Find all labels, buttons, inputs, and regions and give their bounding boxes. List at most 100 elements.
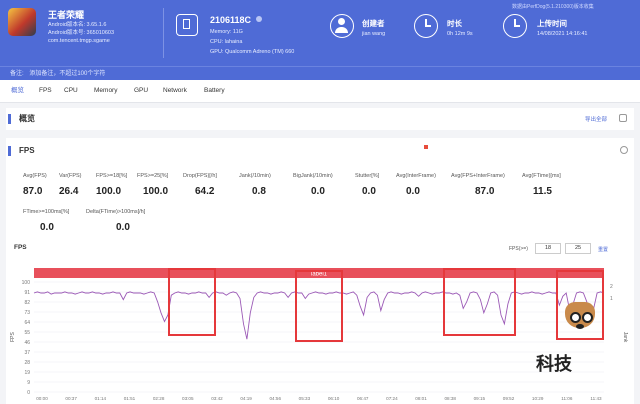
- x-tick-label: 00:37: [65, 396, 77, 401]
- metric-value: 0.8: [252, 186, 266, 197]
- threshold-input-1[interactable]: 18: [535, 243, 561, 254]
- metric-label: Avg(FPS): [23, 173, 47, 179]
- x-tick-label: 02:28: [153, 396, 165, 401]
- metric-label: Avg(FPS+InterFrame): [451, 173, 505, 179]
- metric-label: FPS>=25[%]: [137, 173, 169, 179]
- metric-value: 100.0: [96, 186, 122, 197]
- metric-value: 64.2: [195, 186, 215, 197]
- y-tick-label: 9: [27, 380, 30, 386]
- metric-value: 0.0: [406, 186, 420, 197]
- x-tick-label: 04:56: [270, 396, 282, 401]
- y-tick-label: 91: [24, 290, 30, 296]
- upload-value: 14/08/2021 14:16:41: [537, 31, 588, 37]
- threshold-input-2[interactable]: 25: [565, 243, 591, 254]
- watermark-logo: [559, 298, 601, 340]
- creator-label: 创建者: [362, 19, 385, 28]
- highlight-box: [443, 268, 516, 336]
- y-tick-label: 73: [24, 310, 30, 316]
- tab-battery[interactable]: Battery: [204, 87, 225, 94]
- fps-panel: FPS Avg(FPS) 87.0 Var(FPS) 26.4 FPS>=18[…: [6, 138, 634, 404]
- upload-time-icon: [503, 14, 527, 38]
- x-tick-label: 11:06: [561, 396, 573, 401]
- android-version: Android版本名: 3.65.1.6: [48, 22, 107, 28]
- metric-value: 0.0: [40, 222, 54, 233]
- y2-tick-label: 1: [610, 296, 613, 302]
- fps-title: FPS: [8, 146, 35, 156]
- metric-label: Drop(FPS)[/h]: [183, 173, 217, 179]
- metric-value: 11.5: [533, 186, 552, 197]
- x-tick-label: 05:33: [299, 396, 311, 401]
- metric-value: 0.0: [362, 186, 376, 197]
- metric-value: 0.0: [311, 186, 325, 197]
- highlight-box: [556, 270, 604, 340]
- metric-label: BigJank(/10min): [293, 173, 333, 179]
- x-tick-label: 03:42: [211, 396, 223, 401]
- x-tick-label: 08:38: [444, 396, 456, 401]
- device-id: 2106118C: [210, 15, 252, 25]
- header-bar: 王者荣耀 Android版本名: 3.65.1.6 Android版本号: 36…: [0, 0, 640, 66]
- y-tick-label: 28: [24, 360, 30, 366]
- x-tick-label: 07:24: [386, 396, 398, 401]
- y2-tick-label: 2: [610, 284, 613, 290]
- y-tick-label: 19: [24, 370, 30, 376]
- upload-label: 上传时间: [537, 19, 567, 28]
- metric-value: 0.0: [116, 222, 130, 233]
- y-tick-label: 0: [27, 390, 30, 396]
- metric-value: 87.0: [23, 186, 43, 197]
- export-icon[interactable]: [619, 114, 627, 122]
- tab-network[interactable]: Network: [163, 87, 187, 94]
- remark-label: 备注:: [10, 71, 24, 77]
- metric-label: Avg(FTime)[ms]: [522, 173, 561, 179]
- device-cpu: CPU: lahaina: [210, 39, 243, 45]
- device-divider: [163, 8, 164, 58]
- app-icon: [8, 8, 36, 36]
- fps-series-line: [33, 291, 605, 340]
- y-tick-label: 64: [24, 320, 30, 326]
- creator-value: jian wang: [362, 31, 386, 37]
- remark-input[interactable]: 添加备注，不超过100个字符: [29, 71, 106, 77]
- duration-value: 0h 12m 9s: [447, 31, 473, 37]
- metric-label: FTime>=100ms[%]: [23, 209, 70, 215]
- reset-link[interactable]: 重置: [598, 247, 609, 253]
- metric-label: FPS>=18[%]: [96, 173, 128, 179]
- highlight-box: [295, 270, 343, 342]
- clock-icon: [414, 14, 438, 38]
- collector-note: 数据由PerfDog(5.1.210300)版本收集: [512, 4, 594, 10]
- tab-fps[interactable]: FPS: [39, 87, 52, 94]
- y2-axis-label: Jank: [622, 332, 628, 343]
- chart-title: FPS: [14, 244, 27, 251]
- tab-bar: 概览 FPS CPU Memory GPU Network Battery: [0, 80, 640, 103]
- tab-cpu[interactable]: CPU: [64, 87, 78, 94]
- app-name: 王者荣耀: [48, 10, 85, 20]
- metric-label: Avg(InterFrame): [396, 173, 436, 179]
- tab-overview[interactable]: 概览: [11, 87, 24, 94]
- y-tick-label: 37: [24, 350, 30, 356]
- x-tick-label: 01:14: [95, 396, 107, 401]
- y-tick-label: 100: [22, 280, 31, 286]
- export-all-link[interactable]: 导出全部: [585, 117, 608, 123]
- threshold-label: FPS(>=): [509, 246, 528, 252]
- x-tick-label: 00:00: [36, 396, 48, 401]
- y-tick-label: 46: [24, 340, 30, 346]
- tab-memory[interactable]: Memory: [94, 87, 118, 94]
- fps-chart[interactable]: label1 100 91 82 73 64 55 46 37 28 19 9 0 FPS Jank 2 1 00…: [6, 258, 634, 403]
- user-icon: [330, 14, 354, 38]
- tab-gpu[interactable]: GPU: [134, 87, 149, 94]
- x-tick-label: 03:05: [182, 396, 194, 401]
- x-tick-label: 01:51: [124, 396, 136, 401]
- device-memory: Memory: 11G: [210, 29, 243, 35]
- metric-label: Jank(/10min): [239, 173, 271, 179]
- device-info-icon: [255, 15, 262, 22]
- x-tick-label: 11:43: [590, 396, 602, 401]
- overview-title: 概览: [8, 114, 35, 124]
- watermark-text: 科技: [536, 354, 572, 375]
- phone-icon: [176, 14, 198, 36]
- x-tick-label: 06:10: [328, 396, 340, 401]
- metric-value: 100.0: [143, 186, 169, 197]
- metric-label: Delta(FTime)>100ms[/h]: [86, 209, 146, 215]
- x-tick-label: 06:47: [357, 396, 369, 401]
- collapse-icon[interactable]: [620, 146, 628, 154]
- y-axis-label: FPS: [10, 331, 16, 341]
- metric-value: 26.4: [59, 186, 79, 197]
- y-tick-label: 55: [24, 330, 30, 336]
